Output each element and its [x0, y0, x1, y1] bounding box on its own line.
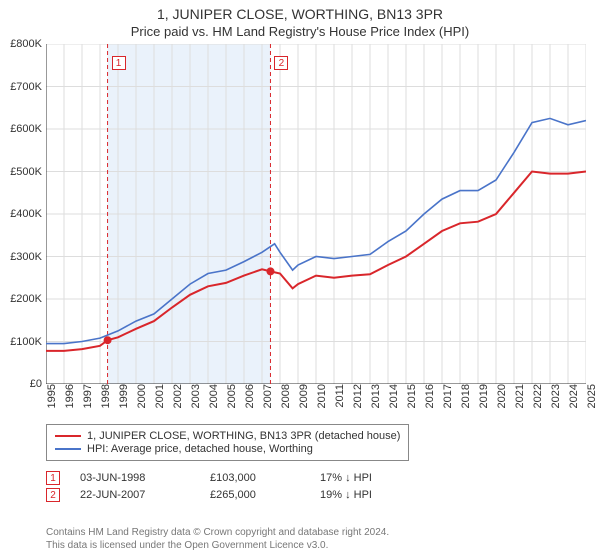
- x-axis-label: 2025: [586, 384, 590, 408]
- x-axis-label: 2004: [208, 384, 212, 408]
- legend-swatch: [55, 435, 81, 437]
- title-address: 1, JUNIPER CLOSE, WORTHING, BN13 3PR: [0, 6, 600, 22]
- sale-row: 2 22-JUN-2007 £265,000 19% ↓ HPI: [46, 488, 372, 502]
- x-axis-label: 2020: [496, 384, 500, 408]
- x-axis-label: 2023: [550, 384, 554, 408]
- x-axis-label: 1999: [118, 384, 122, 408]
- y-axis-label: £0: [2, 378, 42, 390]
- sale-price: £103,000: [210, 472, 300, 484]
- x-axis-label: 1995: [46, 384, 50, 408]
- x-axis-label: 1998: [100, 384, 104, 408]
- chart-titles: 1, JUNIPER CLOSE, WORTHING, BN13 3PR Pri…: [0, 0, 600, 39]
- x-axis-label: 2000: [136, 384, 140, 408]
- chart-svg: [46, 44, 586, 384]
- x-axis-label: 2003: [190, 384, 194, 408]
- x-axis-label: 2012: [352, 384, 356, 408]
- x-axis-label: 2010: [316, 384, 320, 408]
- x-axis-label: 2001: [154, 384, 158, 408]
- x-axis-label: 2014: [388, 384, 392, 408]
- x-axis-label: 2021: [514, 384, 518, 408]
- legend-label: 1, JUNIPER CLOSE, WORTHING, BN13 3PR (de…: [87, 430, 400, 442]
- sale-delta: 17% ↓ HPI: [320, 472, 372, 484]
- sale-marker-box: 2: [274, 56, 288, 70]
- x-axis-label: 2022: [532, 384, 536, 408]
- title-subtitle: Price paid vs. HM Land Registry's House …: [0, 24, 600, 39]
- y-axis-label: £400K: [2, 208, 42, 220]
- footer-line1: Contains HM Land Registry data © Crown c…: [46, 526, 389, 539]
- x-axis-label: 2009: [298, 384, 302, 408]
- y-axis-label: £200K: [2, 293, 42, 305]
- chart-area: £0£100K£200K£300K£400K£500K£600K£700K£80…: [46, 44, 586, 384]
- x-axis-label: 1997: [82, 384, 86, 408]
- legend-label: HPI: Average price, detached house, Wort…: [87, 443, 313, 455]
- legend-item: HPI: Average price, detached house, Wort…: [55, 443, 400, 455]
- x-axis-label: 2002: [172, 384, 176, 408]
- y-axis-label: £500K: [2, 166, 42, 178]
- footer-line2: This data is licensed under the Open Gov…: [46, 539, 389, 552]
- x-axis-label: 1996: [64, 384, 68, 408]
- legend-box: 1, JUNIPER CLOSE, WORTHING, BN13 3PR (de…: [46, 424, 409, 461]
- y-axis-label: £800K: [2, 38, 42, 50]
- x-axis-label: 2005: [226, 384, 230, 408]
- x-axis-label: 2017: [442, 384, 446, 408]
- footer-attribution: Contains HM Land Registry data © Crown c…: [46, 526, 389, 552]
- y-axis-label: £100K: [2, 336, 42, 348]
- sale-price: £265,000: [210, 489, 300, 501]
- sale-date: 22-JUN-2007: [80, 489, 190, 501]
- x-axis-label: 2006: [244, 384, 248, 408]
- x-axis-label: 2008: [280, 384, 284, 408]
- legend-item: 1, JUNIPER CLOSE, WORTHING, BN13 3PR (de…: [55, 430, 400, 442]
- sale-row: 1 03-JUN-1998 £103,000 17% ↓ HPI: [46, 471, 372, 485]
- x-axis-label: 2016: [424, 384, 428, 408]
- sale-marker-box: 1: [112, 56, 126, 70]
- x-axis-label: 2024: [568, 384, 572, 408]
- x-axis-label: 2015: [406, 384, 410, 408]
- y-axis-label: £300K: [2, 251, 42, 263]
- legend-swatch: [55, 448, 81, 450]
- x-axis-label: 2007: [262, 384, 266, 408]
- sales-table: 1 03-JUN-1998 £103,000 17% ↓ HPI 2 22-JUN-200…: [46, 468, 372, 505]
- x-axis-label: 2013: [370, 384, 374, 408]
- y-axis-label: £700K: [2, 81, 42, 93]
- sale-row-marker: 2: [46, 488, 60, 502]
- x-axis-label: 2019: [478, 384, 482, 408]
- sale-row-marker: 1: [46, 471, 60, 485]
- x-axis-label: 2011: [334, 384, 338, 408]
- y-axis-label: £600K: [2, 123, 42, 135]
- sale-date: 03-JUN-1998: [80, 472, 190, 484]
- x-axis-label: 2018: [460, 384, 464, 408]
- sale-delta: 19% ↓ HPI: [320, 489, 372, 501]
